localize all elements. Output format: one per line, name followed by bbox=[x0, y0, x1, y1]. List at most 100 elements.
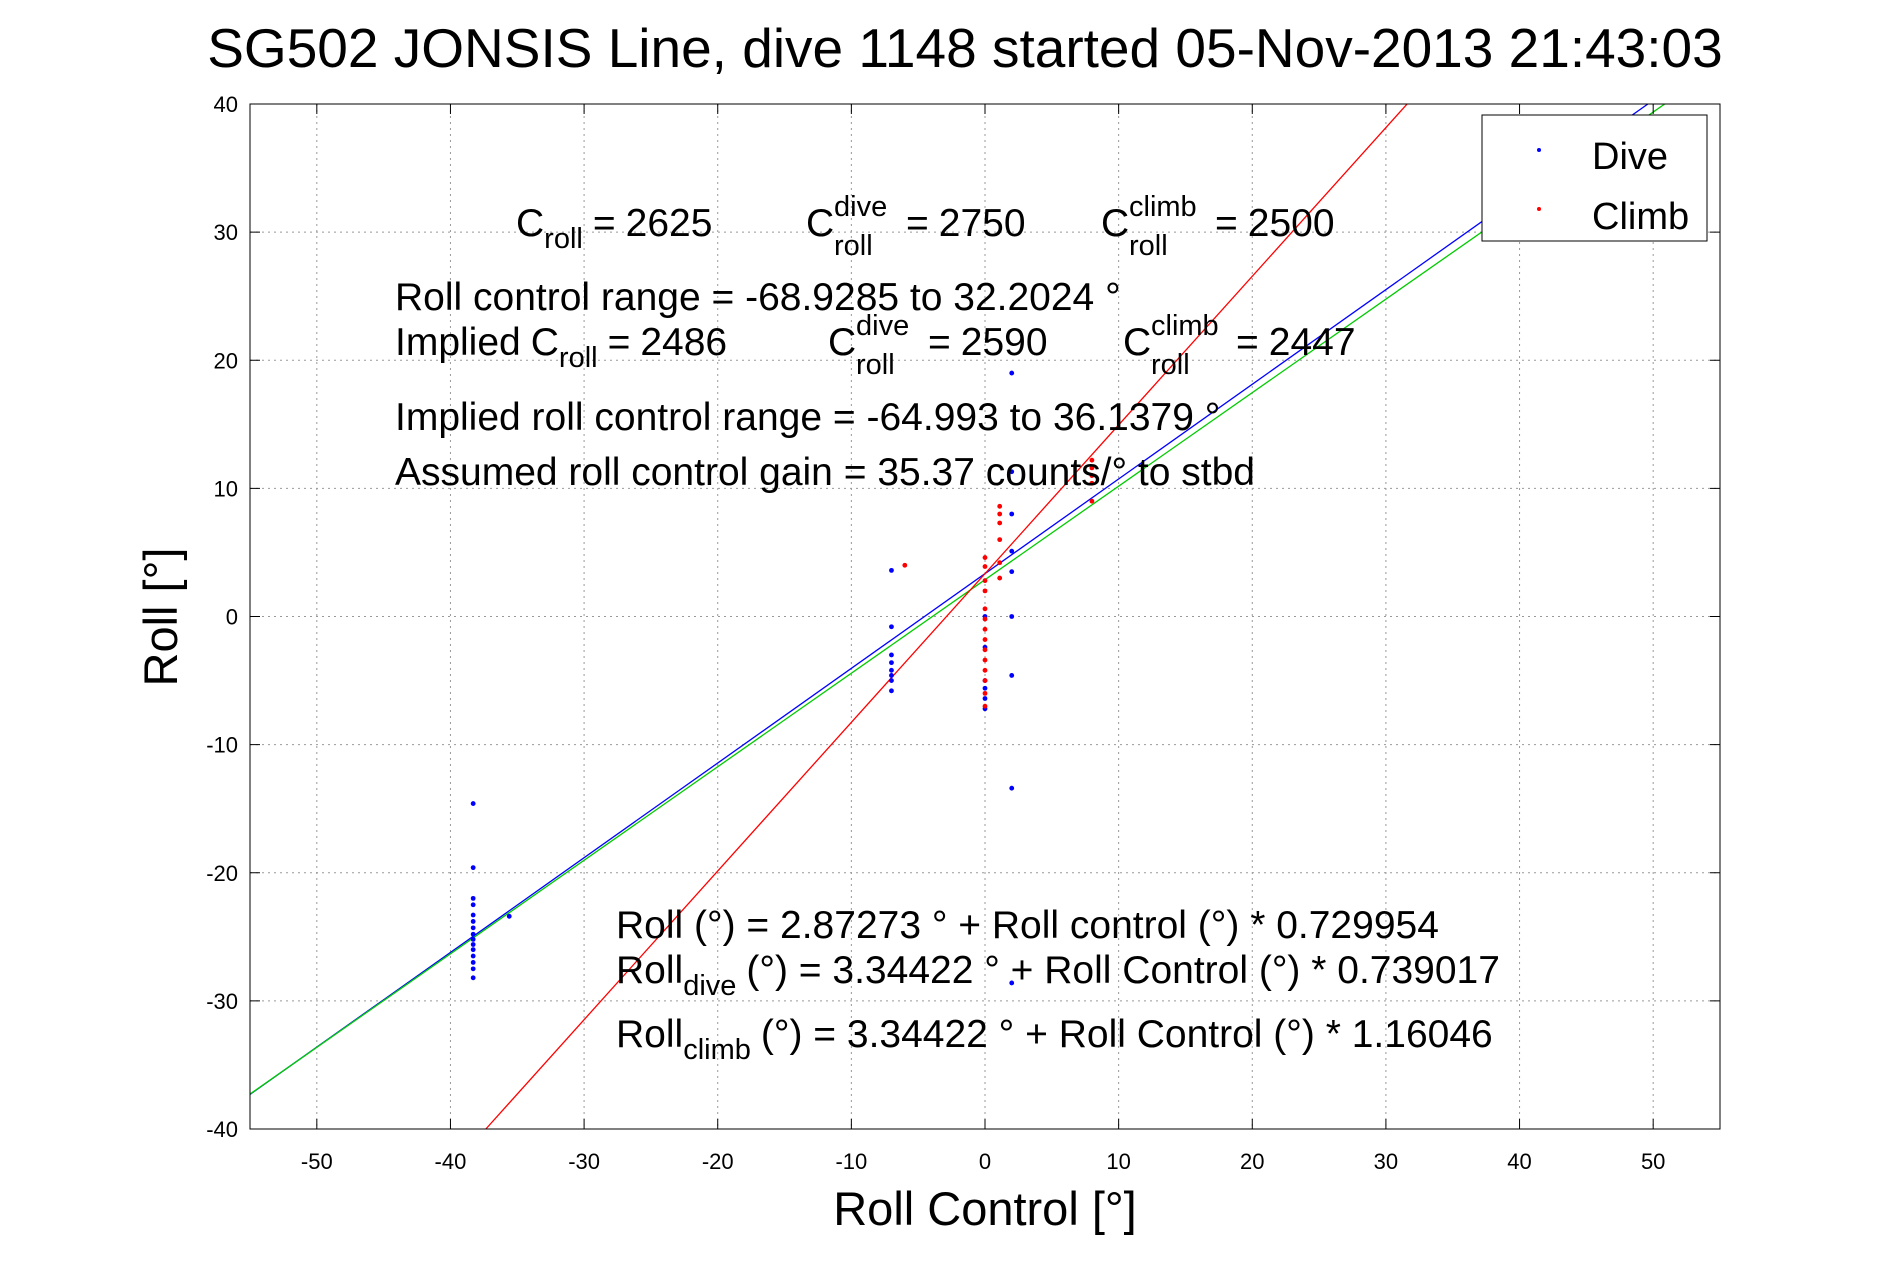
climb-point bbox=[982, 690, 988, 696]
climb-point bbox=[982, 703, 988, 709]
dive-point bbox=[470, 925, 476, 931]
annotation-implied-climb-sup: climb bbox=[1151, 310, 1219, 342]
annotation-implied-row: Implied Croll = 2486 C dive roll = 2590 C cl… bbox=[395, 310, 1356, 381]
points-layer bbox=[470, 370, 1095, 986]
y-tick-label: 30 bbox=[214, 220, 238, 245]
fit-lines-layer bbox=[249, 103, 1666, 1130]
dive-point bbox=[470, 947, 476, 953]
annotation-c-roll-dive-sub: roll bbox=[834, 230, 873, 262]
climb-point bbox=[982, 616, 988, 622]
y-tick-label: -30 bbox=[206, 989, 238, 1014]
dive-point bbox=[1009, 673, 1015, 678]
dive-point bbox=[889, 652, 894, 658]
annotation-c-roll-dive-sup: dive bbox=[834, 191, 887, 223]
annotation-c-roll-climb-sub: roll bbox=[1129, 230, 1168, 262]
dive-point bbox=[889, 567, 894, 573]
dive-point bbox=[1009, 614, 1015, 619]
climb-point bbox=[1089, 457, 1095, 463]
climb-point bbox=[982, 555, 988, 560]
annotation-implied-climb-sub: roll bbox=[1151, 349, 1190, 381]
dive-point bbox=[506, 913, 512, 919]
climb-point bbox=[997, 520, 1003, 526]
x-tick-label: -40 bbox=[435, 1149, 467, 1174]
dive-point bbox=[470, 919, 476, 924]
x-tick-label: 0 bbox=[979, 1149, 991, 1174]
climb-point bbox=[997, 503, 1003, 509]
annotation-implied-c-roll-climb-value: = 2447 bbox=[1236, 321, 1356, 364]
climb-point bbox=[982, 626, 988, 632]
annotation-implied-range: Implied roll control range = -64.993 to … bbox=[395, 396, 1220, 439]
legend-climb-marker bbox=[1537, 207, 1541, 211]
climb-point bbox=[1089, 480, 1095, 486]
dive-point bbox=[1009, 511, 1015, 517]
climb-point bbox=[997, 511, 1003, 517]
x-axis-label: Roll Control [°] bbox=[833, 1182, 1137, 1235]
dive-point bbox=[470, 865, 476, 871]
annotation-equation-dive: Rolldive (°) = 3.34422 ° + Roll Control (… bbox=[616, 949, 1500, 1002]
annotation-implied-c-roll-climb: C bbox=[1123, 321, 1151, 364]
dive-point bbox=[470, 902, 476, 908]
annotation-implied-c-roll-dive-value: = 2590 bbox=[928, 321, 1048, 364]
y-tick-label: -40 bbox=[206, 1117, 238, 1142]
legend-dive-label: Dive bbox=[1592, 136, 1668, 178]
y-tick-label: 40 bbox=[214, 92, 238, 117]
climb-point bbox=[982, 647, 988, 653]
ticks-layer: -50 -40 -30 -20 -10 0 10 20 30 40 50 -40 -30 -20 -10 0 1… bbox=[206, 92, 1720, 1174]
y-axis-label: Roll [°] bbox=[134, 548, 187, 687]
chart-title: SG502 JONSIS Line, dive 1148 started 05-… bbox=[207, 17, 1722, 79]
annotation-roll-control-range: Roll control range = -68.9285 to 32.2024… bbox=[395, 276, 1121, 319]
x-tick-label: -30 bbox=[568, 1149, 600, 1174]
annotation-gain: Assumed roll control gain = 35.37 counts… bbox=[395, 451, 1255, 494]
dive-point bbox=[470, 931, 476, 937]
legend-climb-label: Climb bbox=[1592, 196, 1689, 238]
dive-point bbox=[889, 678, 894, 683]
dive-point bbox=[1009, 980, 1015, 986]
y-tick-label: 20 bbox=[214, 348, 238, 373]
annotation-equation-climb: Rollclimb (°) = 3.34422 ° + Roll Control … bbox=[616, 1013, 1493, 1066]
y-tick-label: 10 bbox=[214, 476, 238, 501]
dive-point bbox=[1009, 548, 1015, 554]
annotation-c-roll-dive: C bbox=[806, 202, 834, 245]
dive-point bbox=[1009, 569, 1015, 575]
annotation-implied-dive-sub: roll bbox=[856, 349, 895, 381]
climb-point bbox=[1089, 465, 1095, 471]
dive-point bbox=[470, 953, 476, 959]
climb-point bbox=[982, 678, 988, 683]
annotation-c-roll: Croll = 2625 bbox=[516, 202, 712, 255]
fit-line bbox=[249, 103, 1666, 1095]
annotation-implied-c-roll-dive: C bbox=[828, 321, 856, 364]
climb-point bbox=[982, 637, 988, 642]
x-tick-label: 40 bbox=[1507, 1149, 1531, 1174]
climb-point bbox=[982, 667, 988, 673]
annotation-implied-c-roll: Implied Croll = 2486 bbox=[395, 321, 727, 374]
dive-point bbox=[982, 685, 988, 691]
legend: Dive Climb bbox=[1481, 114, 1708, 242]
fit-line bbox=[485, 103, 1408, 1130]
y-tick-label: -20 bbox=[206, 861, 238, 886]
dive-point bbox=[470, 975, 476, 981]
dive-point bbox=[889, 667, 894, 673]
annotation-c-roll-climb-value: = 2500 bbox=[1215, 202, 1335, 245]
y-tick-label: 0 bbox=[226, 605, 238, 630]
climb-point bbox=[982, 606, 988, 612]
climb-point bbox=[997, 537, 1003, 543]
climb-point bbox=[982, 578, 988, 584]
annotation-c-roll-climb: C bbox=[1101, 202, 1129, 245]
x-tick-label: 20 bbox=[1240, 1149, 1264, 1174]
dive-point bbox=[470, 936, 476, 942]
dive-point bbox=[889, 673, 894, 678]
y-tick-label: -10 bbox=[206, 733, 238, 758]
climb-point bbox=[1089, 473, 1095, 478]
dive-point bbox=[1009, 370, 1015, 376]
climb-point bbox=[997, 560, 1003, 566]
annotation-equation-all: Roll (°) = 2.87273 ° + Roll control (°) … bbox=[616, 904, 1439, 947]
dive-point bbox=[889, 688, 894, 694]
dive-point bbox=[470, 966, 476, 972]
annotation-c-roll-dive-value: = 2750 bbox=[906, 202, 1026, 245]
x-tick-label: -10 bbox=[835, 1149, 867, 1174]
x-tick-label: 30 bbox=[1374, 1149, 1398, 1174]
dive-point bbox=[470, 801, 476, 806]
x-tick-label: 10 bbox=[1106, 1149, 1130, 1174]
dive-point bbox=[470, 960, 476, 965]
